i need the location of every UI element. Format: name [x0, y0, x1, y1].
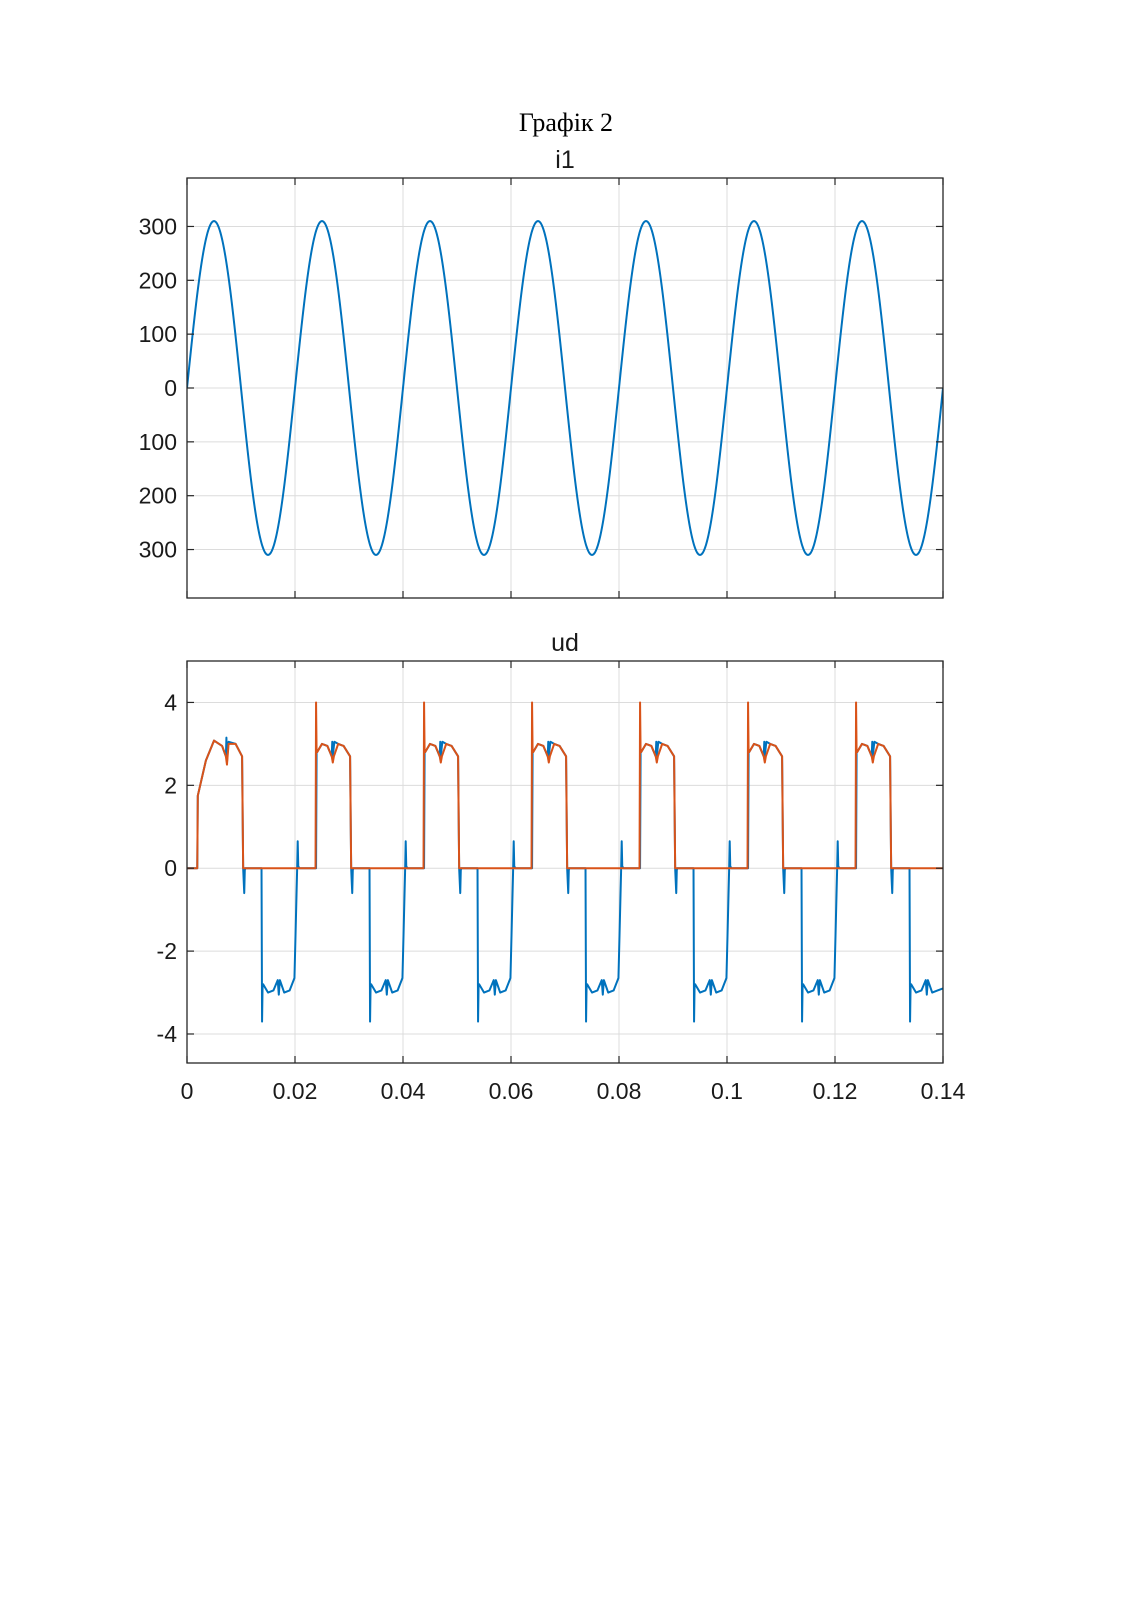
y-tick-label: 100: [139, 321, 177, 347]
x-tick-label: 0.14: [921, 1078, 966, 1104]
chart-title-ud: ud: [551, 629, 579, 657]
series-line-1: [187, 701, 943, 870]
x-tick-label: 0.02: [273, 1078, 318, 1104]
chart-title-i1: i1: [555, 146, 574, 174]
y-tick-label: 300: [139, 537, 177, 563]
plot-area: [187, 661, 943, 1063]
x-tick-label: 0.1: [711, 1078, 743, 1104]
y-tick-label: 100: [139, 429, 177, 455]
series-line-0: [187, 220, 943, 556]
y-tick-label: -2: [157, 938, 177, 964]
y-tick-label: 0: [164, 375, 177, 401]
x-tick-label: 0.06: [489, 1078, 534, 1104]
x-tick-label: 0.08: [597, 1078, 642, 1104]
x-tick-label: 0: [181, 1078, 194, 1104]
y-tick-label: 2: [164, 772, 177, 798]
x-tick-label: 0.04: [381, 1078, 426, 1104]
chart-i1: i1 300 200 100 0 100 200 300: [139, 146, 944, 599]
y-tick-label: -4: [157, 1021, 178, 1047]
x-tick-label: 0.12: [813, 1078, 858, 1104]
y-tick-label: 4: [164, 689, 177, 715]
figure-caption: Графік 2: [518, 108, 614, 137]
chart-ud: ud 4 2 0 -2 -4 0 0.02 0.04 0.06 0.08 0.1 0.12 0.14: [157, 629, 966, 1104]
y-tick-label: 200: [139, 483, 177, 509]
y-tick-label: 200: [139, 267, 177, 293]
y-tick-label: 300: [139, 213, 177, 239]
y-tick-label: 0: [164, 855, 177, 881]
axes-frame: [186, 660, 944, 1064]
